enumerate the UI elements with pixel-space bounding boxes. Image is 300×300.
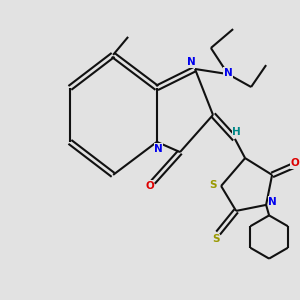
Text: S: S [212, 234, 220, 244]
Text: O: O [290, 158, 299, 169]
Text: H: H [232, 127, 241, 137]
Text: O: O [145, 181, 154, 191]
Text: N: N [187, 57, 196, 68]
Text: N: N [224, 68, 232, 78]
Text: N: N [268, 197, 277, 207]
Text: N: N [154, 143, 163, 154]
Text: S: S [209, 179, 217, 190]
